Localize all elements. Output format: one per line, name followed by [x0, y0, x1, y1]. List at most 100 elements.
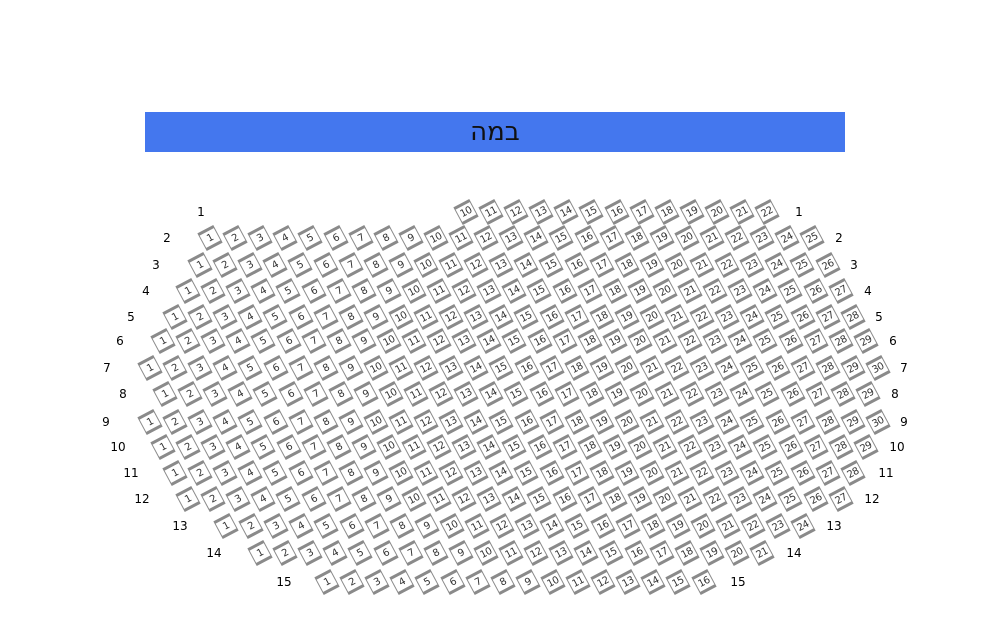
seat[interactable]: 21 [639, 354, 665, 382]
seat[interactable]: 12 [438, 303, 464, 331]
seat[interactable]: 11 [388, 408, 414, 436]
seat[interactable]: 2 [339, 568, 365, 596]
seat[interactable]: 19 [679, 198, 705, 226]
seat[interactable]: 9 [448, 539, 474, 567]
seat[interactable]: 8 [490, 568, 516, 596]
seat[interactable]: 28 [840, 303, 866, 331]
seat[interactable]: 29 [840, 408, 866, 436]
seat[interactable]: 15 [513, 303, 540, 331]
seat[interactable]: 22 [702, 485, 728, 513]
seat[interactable]: 8 [326, 433, 352, 461]
seat[interactable]: 1 [187, 251, 213, 279]
seat[interactable]: 6 [287, 303, 314, 331]
seat[interactable]: 3 [212, 459, 238, 487]
seat[interactable]: 14 [573, 539, 599, 567]
seat[interactable]: 7 [363, 512, 390, 540]
seat[interactable]: 27 [789, 408, 816, 436]
seat[interactable]: 17 [598, 224, 625, 252]
seat[interactable]: 5 [262, 459, 289, 487]
seat[interactable]: 13 [528, 198, 554, 226]
seat[interactable]: 13 [463, 459, 489, 487]
seat[interactable]: 23 [702, 433, 728, 461]
seat[interactable]: 3 [187, 354, 213, 382]
seat[interactable]: 25 [754, 380, 781, 408]
seat[interactable]: 16 [690, 568, 717, 596]
seat[interactable]: 19 [627, 485, 653, 513]
seat[interactable]: 5 [250, 433, 277, 461]
seat[interactable]: 19 [614, 459, 640, 487]
seat[interactable]: 24 [714, 354, 740, 382]
seat[interactable]: 23 [714, 459, 740, 487]
seat[interactable]: 14 [476, 327, 502, 355]
seat[interactable]: 30 [865, 408, 891, 436]
seat[interactable]: 5 [262, 303, 289, 331]
seat[interactable]: 15 [488, 354, 515, 382]
seat[interactable]: 8 [373, 224, 399, 252]
seat[interactable]: 23 [739, 251, 765, 279]
seat[interactable]: 6 [262, 408, 289, 436]
seat[interactable]: 19 [614, 303, 640, 331]
seat[interactable]: 9 [398, 224, 424, 252]
seat[interactable]: 11 [401, 327, 427, 355]
seat[interactable]: 5 [275, 277, 302, 305]
seat[interactable]: 16 [526, 327, 553, 355]
seat[interactable]: 3 [263, 512, 289, 540]
seat[interactable]: 3 [212, 303, 238, 331]
seat[interactable]: 17 [614, 512, 641, 540]
seat[interactable]: 10 [453, 198, 479, 226]
seat[interactable]: 11 [403, 380, 429, 408]
seat[interactable]: 2 [272, 539, 298, 567]
seat[interactable]: 16 [551, 485, 578, 513]
seat[interactable]: 18 [589, 303, 615, 331]
seat[interactable]: 1 [213, 512, 239, 540]
seat[interactable]: 1 [175, 485, 201, 513]
seat[interactable]: 17 [538, 408, 565, 436]
seat[interactable]: 26 [802, 277, 829, 305]
seat[interactable]: 24 [739, 303, 765, 331]
seat[interactable]: 21 [699, 224, 725, 252]
seat[interactable]: 24 [790, 512, 816, 540]
seat[interactable]: 28 [830, 380, 856, 408]
seat[interactable]: 1 [152, 380, 178, 408]
seat[interactable]: 10 [423, 224, 449, 252]
seat[interactable]: 12 [451, 485, 477, 513]
seat[interactable]: 19 [604, 380, 630, 408]
seat[interactable]: 11 [388, 354, 414, 382]
seat[interactable]: 22 [689, 459, 715, 487]
seat[interactable]: 17 [628, 198, 655, 226]
seat[interactable]: 25 [752, 433, 779, 461]
seat[interactable]: 2 [200, 485, 226, 513]
seat[interactable]: 26 [789, 303, 816, 331]
seat[interactable]: 6 [300, 485, 327, 513]
seat[interactable]: 14 [476, 433, 502, 461]
seat[interactable]: 16 [623, 539, 650, 567]
seat[interactable]: 21 [639, 408, 665, 436]
seat[interactable]: 19 [665, 512, 691, 540]
seat[interactable]: 12 [489, 512, 515, 540]
seat[interactable]: 14 [501, 485, 527, 513]
seat[interactable]: 25 [739, 408, 766, 436]
seat[interactable]: 18 [614, 251, 640, 279]
seat[interactable]: 13 [548, 539, 574, 567]
seat[interactable]: 1 [162, 459, 188, 487]
seat[interactable]: 26 [764, 354, 791, 382]
seat[interactable]: 10 [401, 277, 427, 305]
seat[interactable]: 11 [426, 277, 452, 305]
seat[interactable]: 7 [312, 303, 339, 331]
seat[interactable]: 2 [238, 512, 264, 540]
seat[interactable]: 6 [275, 327, 302, 355]
seat[interactable]: 4 [389, 568, 415, 596]
seat[interactable]: 11 [565, 568, 591, 596]
seat[interactable]: 22 [714, 251, 740, 279]
seat[interactable]: 12 [426, 433, 452, 461]
seat[interactable]: 8 [313, 354, 339, 382]
seat[interactable]: 1 [137, 408, 163, 436]
seat[interactable]: 23 [727, 485, 753, 513]
seat[interactable]: 14 [553, 198, 579, 226]
seat[interactable]: 23 [727, 277, 753, 305]
seat[interactable]: 4 [225, 327, 251, 355]
seat[interactable]: 22 [664, 408, 690, 436]
seat[interactable]: 2 [200, 277, 226, 305]
seat[interactable]: 17 [576, 485, 603, 513]
seat[interactable]: 4 [288, 512, 314, 540]
